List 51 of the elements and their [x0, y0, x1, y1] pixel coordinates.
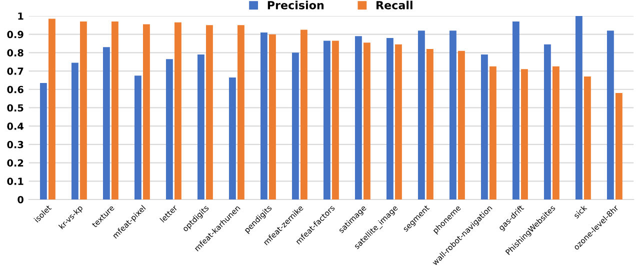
bar — [142, 24, 150, 200]
bar — [449, 30, 456, 200]
y-tick-label: 0.3 — [7, 140, 24, 148]
bar — [363, 42, 370, 200]
y-tick-label: 0.5 — [7, 104, 24, 112]
legend-label: Precision — [268, 0, 324, 10]
bar — [386, 38, 394, 200]
bar — [615, 93, 622, 200]
bar — [544, 44, 551, 200]
bar — [520, 69, 528, 200]
bar — [300, 30, 308, 200]
bar — [323, 40, 330, 200]
bar — [426, 48, 434, 200]
bar — [480, 54, 488, 200]
bar — [292, 52, 299, 200]
bar — [166, 59, 173, 200]
bar — [606, 30, 614, 200]
y-tick-label: 0.6 — [7, 86, 24, 94]
bar — [40, 82, 47, 200]
bar — [174, 22, 182, 200]
bar — [71, 62, 78, 200]
bar — [228, 77, 236, 200]
bar — [80, 21, 87, 200]
bar — [512, 21, 520, 200]
bar — [354, 36, 362, 200]
y-tick-label: 1 — [18, 12, 24, 20]
y-tick-label: 0.8 — [7, 49, 24, 56]
bar — [111, 21, 118, 200]
bar — [268, 34, 276, 200]
bar — [48, 18, 56, 200]
bar — [102, 47, 110, 200]
bar — [458, 50, 465, 200]
y-tick-label: 0.4 — [7, 122, 24, 130]
bar — [134, 76, 142, 200]
bar — [418, 30, 425, 200]
bar — [489, 66, 496, 200]
bar — [552, 66, 560, 200]
bar — [575, 16, 582, 200]
y-tick-label: 0.1 — [7, 178, 24, 185]
bar — [394, 44, 402, 200]
bar — [332, 40, 339, 200]
y-tick-label: 0.7 — [7, 68, 24, 75]
bar — [197, 54, 204, 200]
legend-label: Recall — [376, 0, 412, 10]
y-tick-label: 0.2 — [7, 159, 24, 167]
bar — [260, 32, 268, 200]
bar — [206, 25, 213, 200]
y-tick-label: 0.9 — [7, 30, 24, 38]
bar — [584, 76, 591, 200]
y-tick-label: 0 — [18, 196, 24, 204]
bar — [237, 25, 244, 200]
